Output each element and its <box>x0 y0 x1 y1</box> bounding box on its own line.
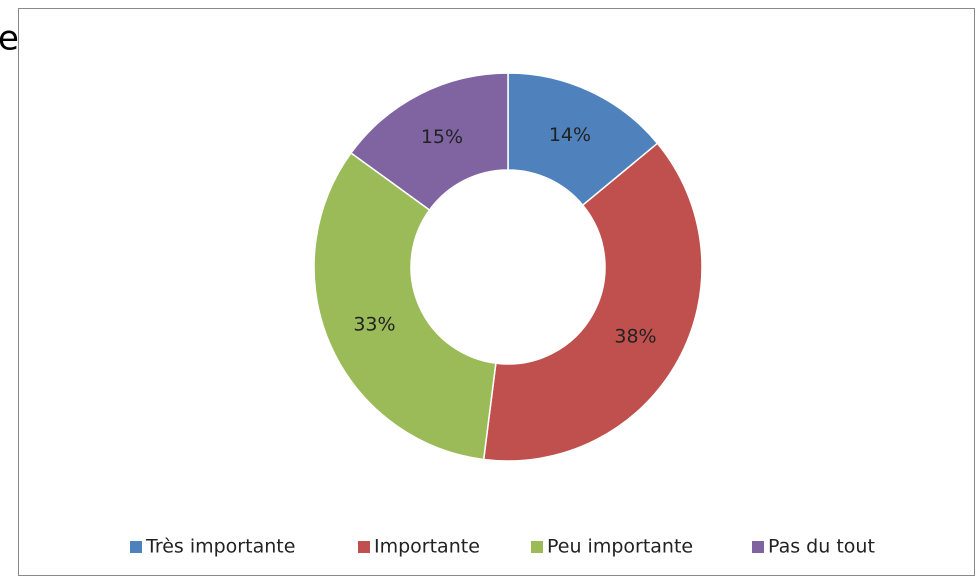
data-label: 15% <box>421 126 463 148</box>
legend-label: Importante <box>374 536 480 558</box>
legend-label: Peu importante <box>547 536 693 558</box>
legend-label: Pas du tout <box>768 536 875 558</box>
data-label: 38% <box>614 326 656 348</box>
legend-swatch <box>531 541 543 553</box>
donut-slice <box>313 151 497 461</box>
legend-swatch <box>130 541 142 553</box>
data-label: 33% <box>353 313 395 335</box>
donut-slice <box>482 142 703 462</box>
fragment-text: e <box>0 19 19 59</box>
data-label: 14% <box>549 124 591 146</box>
legend-swatch <box>358 541 370 553</box>
legend-swatch <box>752 541 764 553</box>
donut-slice <box>350 72 509 212</box>
legend-label: Très importante <box>145 536 295 558</box>
